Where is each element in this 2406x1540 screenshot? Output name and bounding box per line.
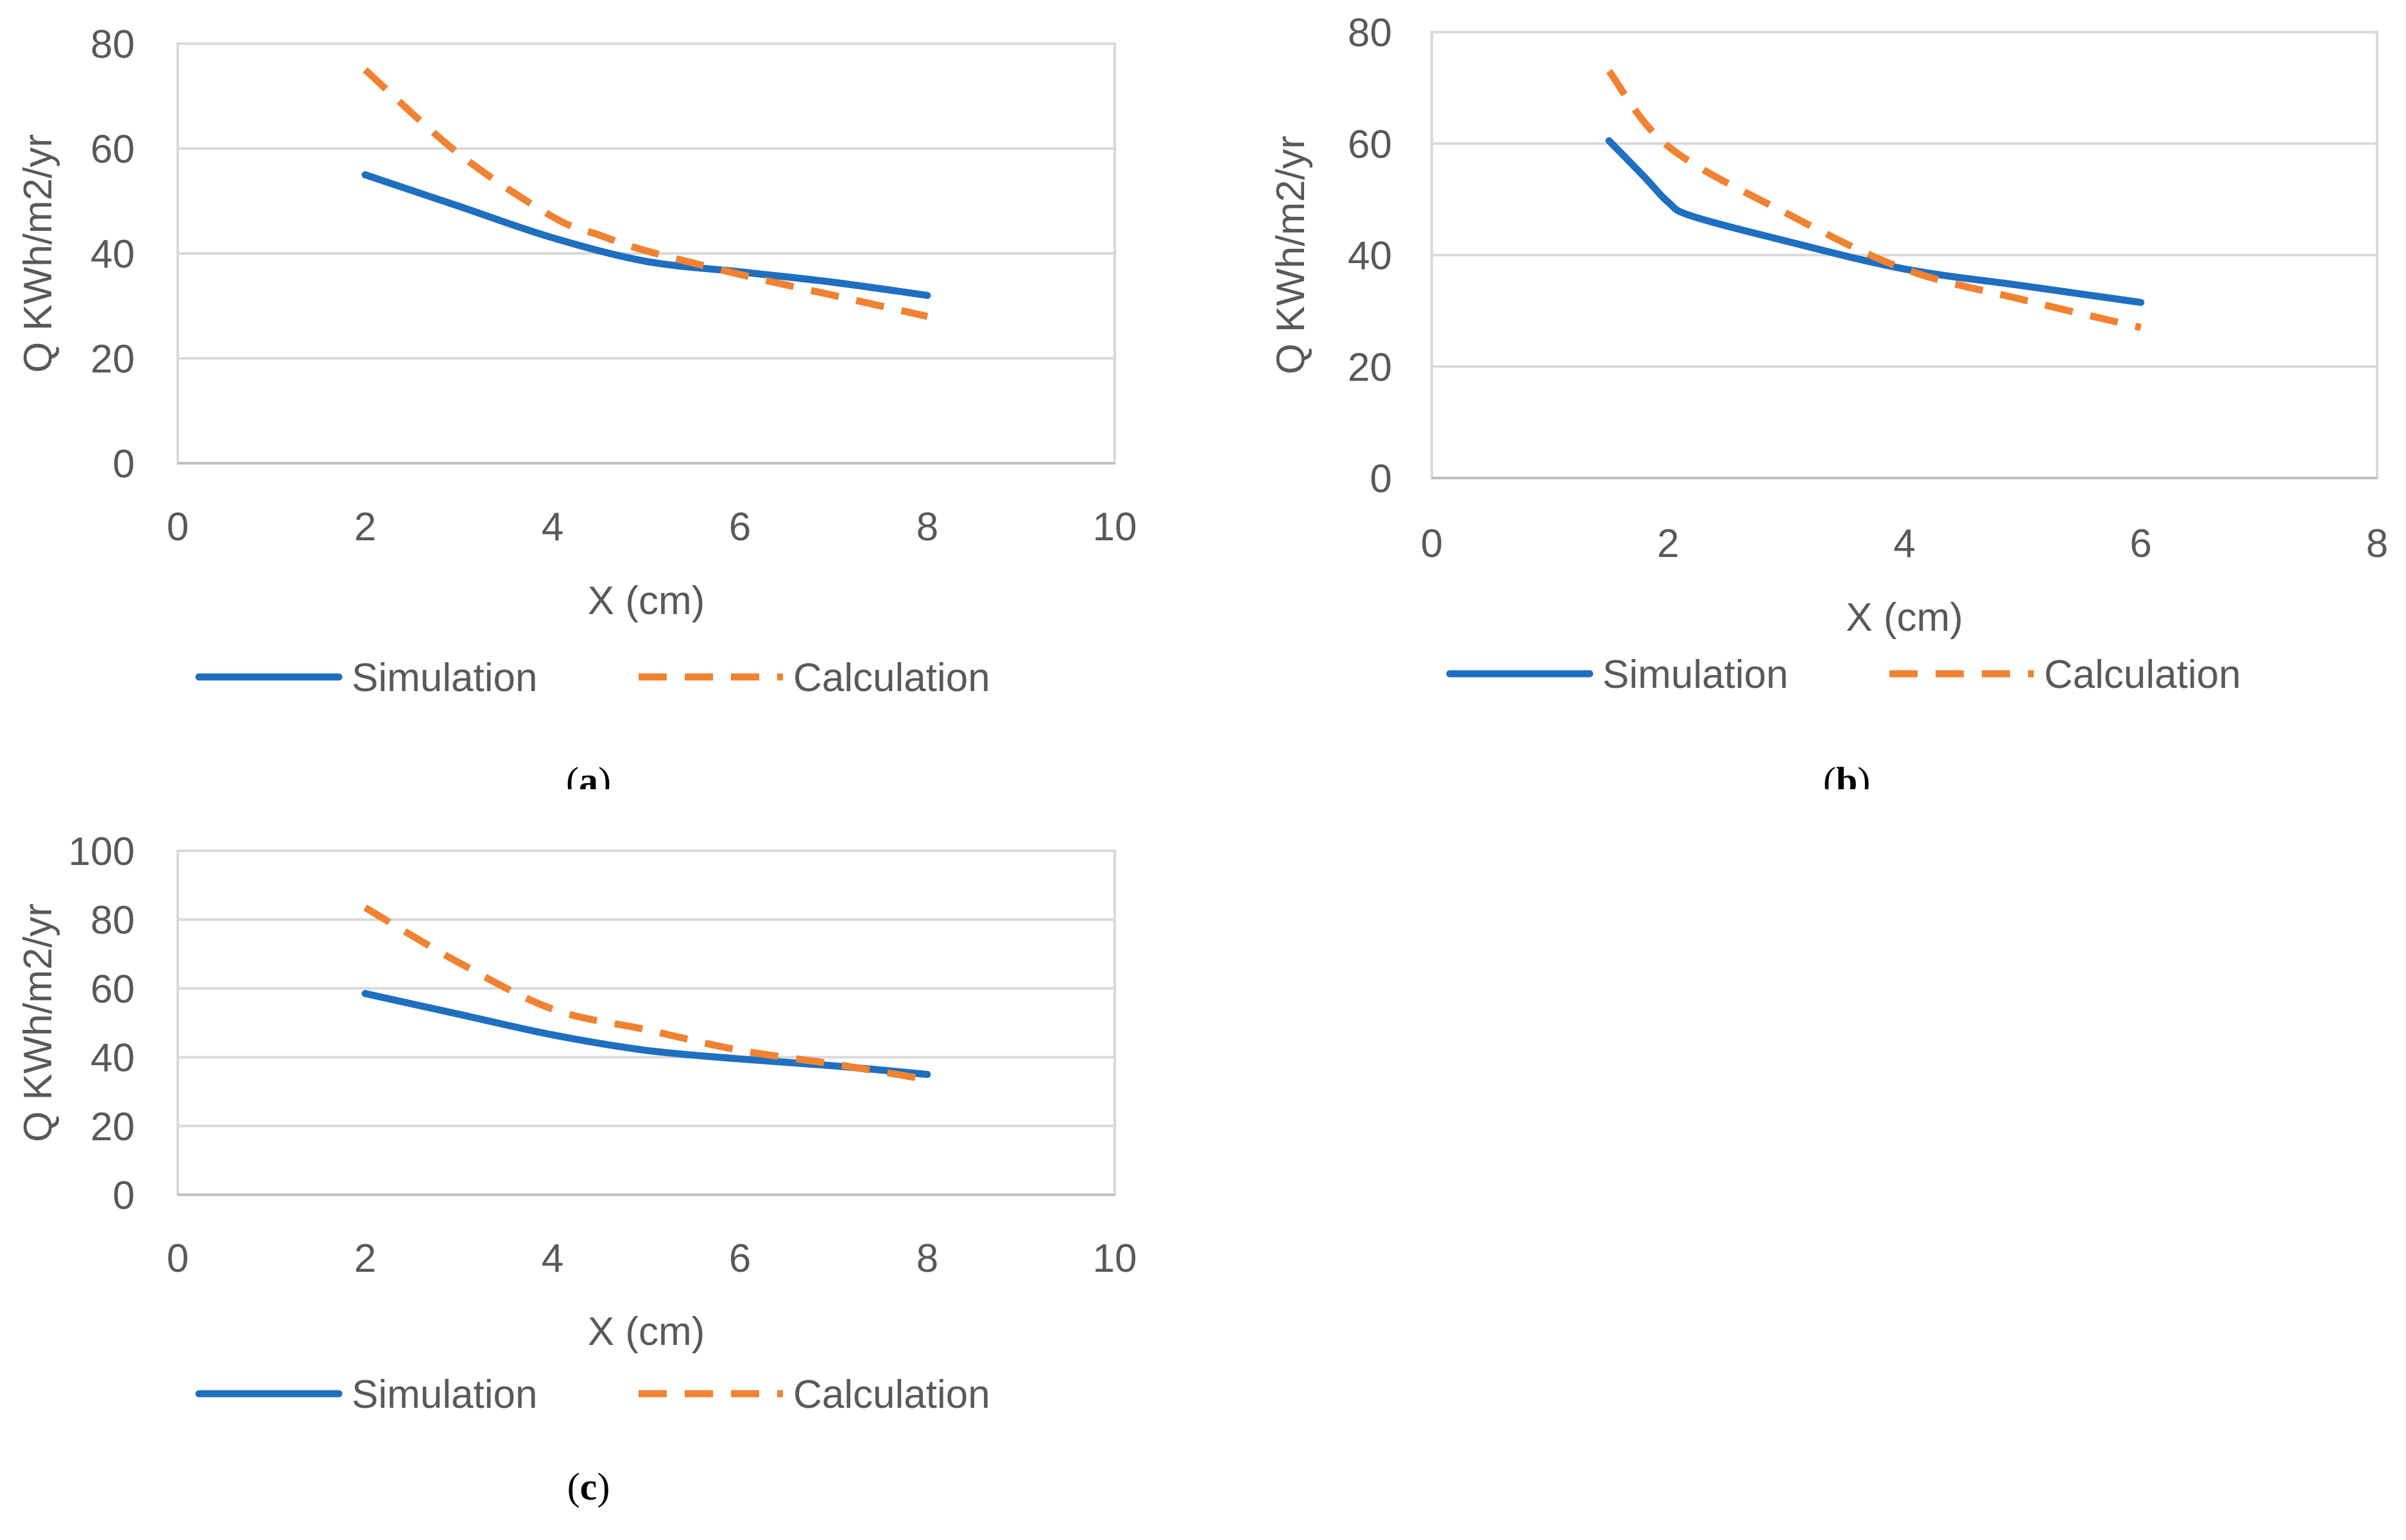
legend-label-calculation: Calculation <box>793 1373 990 1417</box>
x-tick-label: 0 <box>1421 522 1443 566</box>
x-tick-label: 6 <box>729 1236 751 1281</box>
y-tick-label: 0 <box>1370 457 1392 501</box>
x-tick-label: 0 <box>167 1236 189 1281</box>
x-tick-label: 10 <box>1093 1236 1137 1281</box>
y-tick-label: 60 <box>90 128 135 172</box>
x-tick-label: 8 <box>2366 522 2388 566</box>
x-tick-label: 8 <box>916 1236 938 1281</box>
panel-label: (c) <box>567 1466 610 1508</box>
legend-label-simulation: Simulation <box>352 1373 537 1417</box>
y-tick-label: 20 <box>90 1105 135 1149</box>
y-tick-label: 20 <box>90 338 135 382</box>
series-line-calculation <box>363 67 929 320</box>
y-tick-label: 20 <box>1348 345 1392 389</box>
series-line-calculation <box>363 904 928 1083</box>
panel-label: (b) <box>1823 760 1870 789</box>
x-axis-title: X (cm) <box>588 579 705 623</box>
y-tick-label: 40 <box>90 232 135 277</box>
x-tick-label: 6 <box>2130 522 2152 566</box>
legend-label-calculation: Calculation <box>2044 653 2241 697</box>
x-axis-title: X (cm) <box>588 1310 705 1354</box>
y-tick-label: 100 <box>69 830 135 874</box>
series-line-simulation <box>361 171 931 299</box>
x-tick-label: 10 <box>1093 505 1137 549</box>
plot-area <box>176 850 1116 1196</box>
y-axis-title: Q KWh/m2/yr <box>16 134 60 373</box>
y-tick-label: 80 <box>90 898 135 943</box>
x-tick-label: 4 <box>1893 522 1915 566</box>
y-tick-label: 0 <box>113 1174 135 1218</box>
y-tick-label: 60 <box>1348 123 1392 167</box>
chart-panel-a: 0 20 40 60 80 0 2 4 6 8 10 X (cm) Q KWh/m2/yr Simulat… <box>16 22 1137 789</box>
y-tick-label: 60 <box>90 967 135 1011</box>
legend-label-calculation: Calculation <box>793 656 990 700</box>
series-line-simulation <box>361 989 931 1078</box>
x-axis-title: X (cm) <box>1846 595 1963 640</box>
x-tick-label: 0 <box>167 505 189 549</box>
panel-label: (a) <box>566 760 611 789</box>
y-axis-title: Q KWh/m2/yr <box>1269 135 1313 374</box>
x-tick-label: 4 <box>542 505 563 549</box>
y-axis-title: Q KWh/m2/yr <box>16 903 60 1142</box>
y-tick-label: 40 <box>90 1036 135 1081</box>
y-tick-label: 80 <box>90 22 135 67</box>
x-tick-label: 4 <box>542 1236 563 1281</box>
legend-label-simulation: Simulation <box>1603 653 1788 697</box>
x-tick-label: 2 <box>354 505 376 549</box>
x-tick-label: 8 <box>916 505 938 549</box>
y-tick-label: 0 <box>113 442 135 486</box>
x-tick-label: 2 <box>1657 522 1679 566</box>
chart-panel-c: 0 20 40 60 80 100 0 2 4 6 8 10 X (cm) Q KWh/m2/yr Simu… <box>16 830 1137 1508</box>
legend-label-simulation: Simulation <box>352 656 537 700</box>
chart-panel-b: 0 20 40 60 80 0 2 4 6 8 X (cm) Q KWh/m2/yr Simulatio… <box>1269 11 2388 789</box>
y-tick-label: 80 <box>1348 11 1392 55</box>
x-tick-label: 2 <box>354 1236 376 1281</box>
series-line-calculation <box>1606 69 2142 331</box>
x-tick-label: 6 <box>729 505 751 549</box>
series-line-simulation <box>1605 137 2145 306</box>
y-tick-label: 40 <box>1348 234 1392 278</box>
